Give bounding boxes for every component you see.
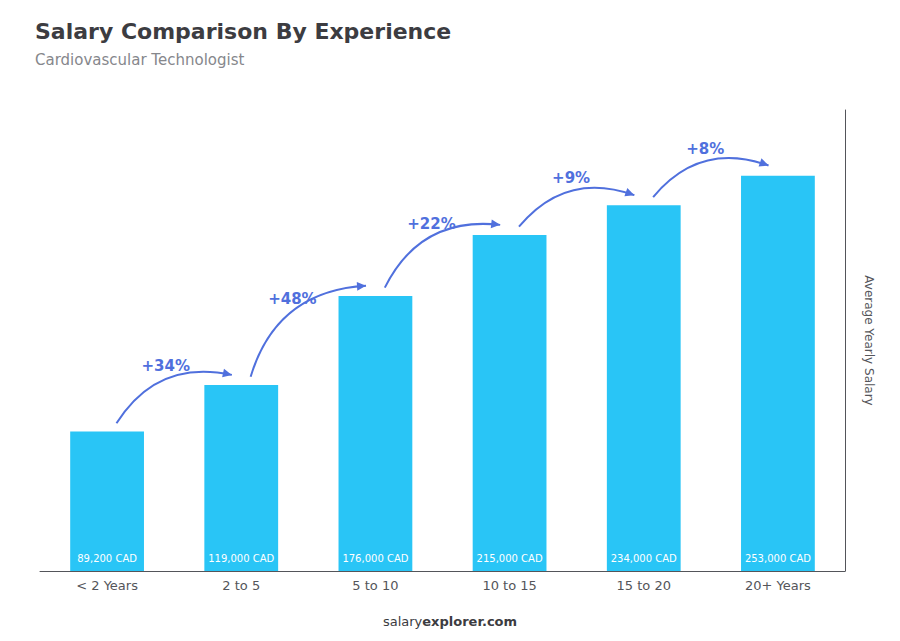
svg-text:Salary Comparison By Experienc: Salary Comparison By Experience — [35, 19, 451, 44]
svg-text:15 to 20: 15 to 20 — [617, 578, 671, 593]
svg-text:119,000 CAD: 119,000 CAD — [208, 553, 274, 564]
svg-text:253,000 CAD: 253,000 CAD — [745, 553, 811, 564]
svg-text:176,000 CAD: 176,000 CAD — [342, 553, 408, 564]
svg-text:89,200 CAD: 89,200 CAD — [77, 553, 137, 564]
svg-text:Average Yearly Salary: Average Yearly Salary — [862, 275, 876, 405]
svg-text:< 2 Years: < 2 Years — [76, 578, 138, 593]
svg-text:215,000 CAD: 215,000 CAD — [477, 553, 543, 564]
svg-text:+22%: +22% — [407, 215, 455, 233]
svg-text:234,000 CAD: 234,000 CAD — [611, 553, 677, 564]
svg-text:20+ Years: 20+ Years — [745, 578, 811, 593]
svg-text:5 to 10: 5 to 10 — [352, 578, 398, 593]
svg-text:Cardiovascular Technologist: Cardiovascular Technologist — [35, 51, 244, 69]
svg-text:10 to 15: 10 to 15 — [482, 578, 536, 593]
svg-text:+8%: +8% — [686, 140, 724, 158]
svg-text:2 to 5: 2 to 5 — [222, 578, 260, 593]
svg-text:+34%: +34% — [141, 357, 189, 375]
svg-text:salary: salary — [383, 614, 423, 629]
svg-text:+9%: +9% — [552, 169, 590, 187]
svg-text:+48%: +48% — [268, 290, 316, 308]
svg-text:explorer.com: explorer.com — [422, 614, 517, 629]
